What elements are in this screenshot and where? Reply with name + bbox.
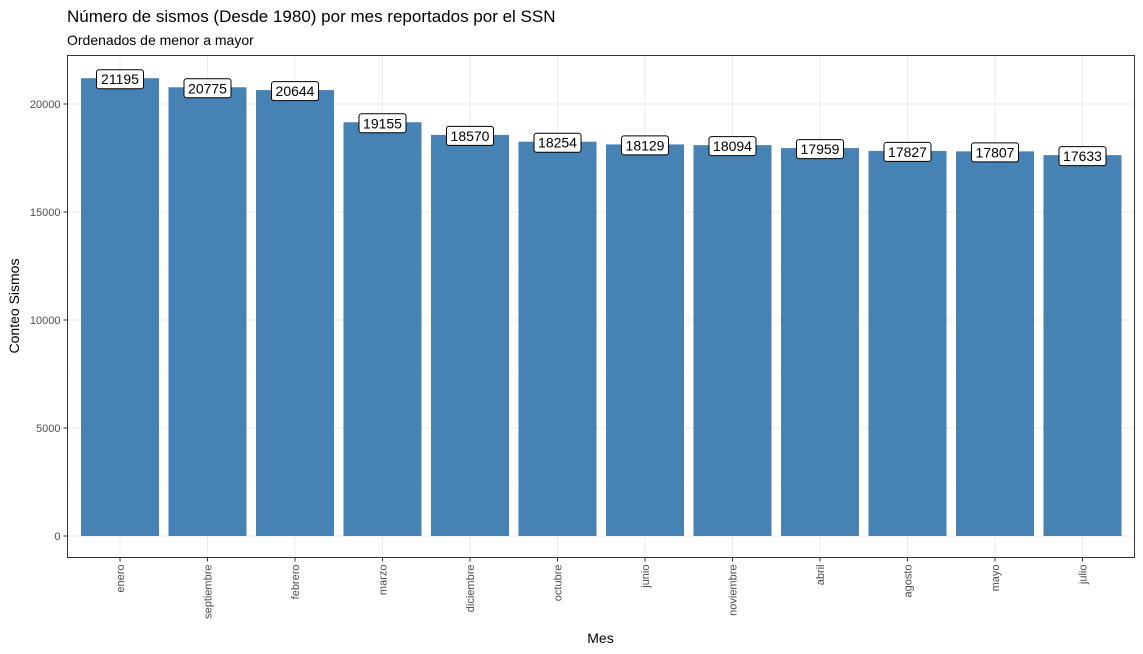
- x-tick-label: junio: [640, 565, 652, 589]
- y-tick-label: 10000: [30, 315, 61, 327]
- x-axis-title: Mes: [587, 630, 613, 646]
- data-label-diciembre: 18570: [446, 125, 494, 146]
- y-axis: 0 5000 10000 15000 20000: [30, 99, 68, 543]
- data-label-agosto: 17827: [883, 141, 932, 162]
- data-label-box: [96, 69, 144, 90]
- data-label-text: 17807: [976, 144, 1015, 160]
- data-label-box: [708, 136, 757, 157]
- data-label-enero: 21195: [96, 69, 144, 90]
- x-tick-label: enero: [115, 565, 127, 593]
- data-label-box: [271, 81, 319, 102]
- data-label-abril: 17959: [796, 139, 844, 160]
- data-label-text: 18570: [451, 128, 490, 144]
- data-label-box: [446, 125, 494, 146]
- data-label-mayo: 17807: [971, 142, 1019, 163]
- bar-enero: [81, 78, 159, 537]
- data-label-marzo: 19155: [358, 113, 407, 134]
- bar-febrero: [256, 90, 334, 536]
- bar-noviembre: [693, 145, 772, 536]
- x-tick-label: septiembre: [203, 565, 215, 619]
- bar-junio: [606, 144, 684, 536]
- bar-agosto: [868, 150, 947, 536]
- x-tick-label: abril: [815, 565, 827, 586]
- data-label-text: 20644: [276, 83, 315, 99]
- data-label-text: 18129: [626, 137, 665, 153]
- data-labels: 21195 20775 20644 19155 18570 18254 18129 18094…: [96, 69, 1107, 167]
- x-tick-label: agosto: [903, 565, 915, 598]
- data-label-box: [883, 141, 932, 162]
- data-label-box: [358, 113, 407, 134]
- data-label-text: 19155: [363, 115, 402, 131]
- bar-diciembre: [431, 134, 509, 536]
- data-label-box: [971, 142, 1019, 163]
- y-tick-label: 15000: [30, 207, 61, 219]
- data-label-text: 20775: [188, 80, 227, 96]
- chart-title: Número de sismos (Desde 1980) por mes re…: [67, 7, 556, 26]
- panel-border: [67, 55, 1135, 558]
- data-label-text: 17827: [888, 144, 927, 160]
- data-label-noviembre: 18094: [708, 136, 757, 157]
- bar-abril: [781, 148, 859, 536]
- data-label-box: [796, 139, 844, 160]
- data-label-box: [533, 132, 582, 153]
- y-tick-label: 20000: [30, 99, 61, 111]
- x-tick-label: diciembre: [465, 565, 477, 613]
- chart-subtitle: Ordenados de menor a mayor: [67, 32, 254, 48]
- data-label-text: 18094: [713, 138, 752, 154]
- data-label-box: [1058, 146, 1107, 167]
- bar-septiembre: [168, 87, 247, 536]
- x-tick-label: mayo: [990, 565, 1002, 592]
- data-label-text: 17633: [1063, 148, 1102, 164]
- x-axis: enero septiembre febrero marzo diciembre octu…: [115, 557, 1090, 619]
- data-label-box: [621, 135, 669, 156]
- y-tick-label: 0: [54, 531, 60, 543]
- data-label-septiembre: 20775: [183, 78, 232, 99]
- x-tick-label: julio: [1078, 565, 1090, 586]
- bars: [81, 78, 1122, 537]
- bar-mayo: [956, 151, 1034, 536]
- x-tick-label: octubre: [553, 565, 565, 602]
- data-label-text: 17959: [801, 141, 840, 157]
- data-label-junio: 18129: [621, 135, 669, 156]
- data-label-octubre: 18254: [533, 132, 582, 153]
- x-tick-label: febrero: [290, 565, 302, 600]
- bar-julio: [1043, 155, 1122, 536]
- data-label-box: [183, 78, 232, 99]
- data-label-febrero: 20644: [271, 81, 319, 102]
- data-label-text: 18254: [538, 135, 577, 151]
- data-label-text: 21195: [101, 71, 139, 87]
- bar-marzo: [343, 122, 422, 536]
- data-label-julio: 17633: [1058, 146, 1107, 167]
- y-axis-title: Conteo Sismos: [6, 259, 22, 354]
- bar-octubre: [518, 141, 597, 536]
- x-tick-label: noviembre: [728, 565, 740, 616]
- y-tick-label: 5000: [36, 423, 60, 435]
- x-tick-label: marzo: [378, 565, 390, 596]
